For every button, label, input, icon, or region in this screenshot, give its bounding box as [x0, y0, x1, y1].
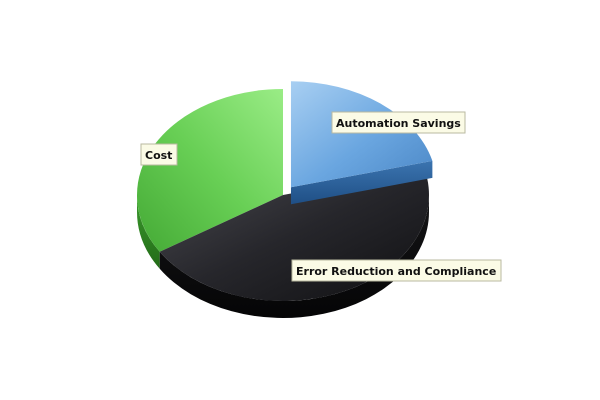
- slice-top: [137, 89, 283, 252]
- pie-slice-cost[interactable]: [137, 89, 283, 269]
- slice-label-text: Cost: [145, 149, 172, 162]
- slice-cut-face: [290, 160, 433, 205]
- slice-side-wall: [137, 195, 160, 269]
- slice-label-text: Automation Savings: [336, 117, 461, 130]
- slice-label-box: [140, 143, 178, 166]
- pie-slice-automation-savings[interactable]: [290, 81, 433, 205]
- slice-label-error-reduction-and-compliance: Error Reduction and Compliance: [291, 259, 502, 282]
- slice-side-wall: [159, 195, 429, 318]
- slice-label-box: [331, 111, 466, 134]
- slice-top: [290, 81, 433, 188]
- slice-label-box: [291, 259, 502, 282]
- slice-label-automation-savings: Automation Savings: [331, 111, 466, 134]
- slice-label-cost: Cost: [140, 143, 178, 166]
- slice-label-text: Error Reduction and Compliance: [296, 265, 496, 278]
